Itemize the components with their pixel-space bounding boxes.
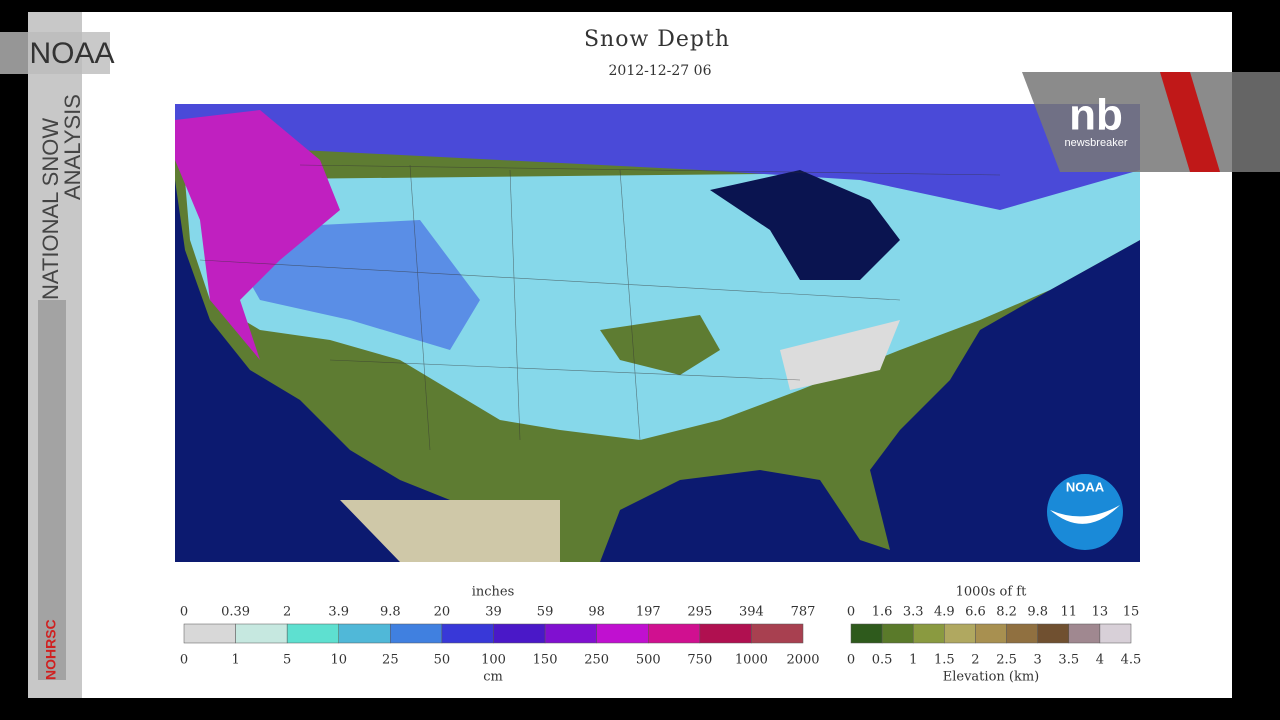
corner-label: NOAA [29, 37, 114, 70]
legend-label: 0.5 [872, 653, 893, 668]
legend-label: 197 [636, 605, 661, 620]
legend-label: 1.5 [934, 653, 955, 668]
brand-stripe [1160, 72, 1220, 172]
legend-label: 3.5 [1058, 653, 1079, 668]
legend-unit: Elevation (km) [943, 670, 1040, 685]
legend-label: 2 [971, 653, 979, 668]
legend-label: 6.6 [965, 605, 986, 620]
legend-swatch [183, 623, 236, 644]
legend-label: 0 [180, 653, 188, 668]
legend-label: 4 [1096, 653, 1104, 668]
legend-label: 787 [791, 605, 816, 620]
legend-swatch [596, 623, 649, 644]
legend-label: 0 [847, 653, 855, 668]
map-title: Snow Depth [584, 27, 730, 52]
legend-swatch [975, 623, 1007, 644]
bare-ground [600, 315, 720, 375]
legend-label: 5 [283, 653, 291, 668]
legend-unit: cm [483, 670, 503, 685]
thin-snow [780, 320, 900, 390]
legend-label: 4.9 [934, 605, 955, 620]
legend-label: 9.8 [1027, 605, 1048, 620]
legend-label: 1000 [735, 653, 768, 668]
legend-label: 4.5 [1121, 653, 1142, 668]
legend-swatch [338, 623, 391, 644]
legend-swatch [944, 623, 976, 644]
logo-disc [1047, 474, 1123, 550]
legend-label: 9.8 [380, 605, 401, 620]
logo-bird [1050, 505, 1120, 524]
logo-text: NOAA [1066, 479, 1105, 494]
legend-label: 10 [330, 653, 347, 668]
legend-label: 0 [180, 605, 188, 620]
legend-label: 250 [584, 653, 609, 668]
legend-label: 1 [909, 653, 917, 668]
legend-label: 98 [588, 605, 605, 620]
legend-swatch [493, 623, 546, 644]
side-title: ANALYSIS [60, 94, 85, 200]
side-footer: NOHRSC [43, 619, 59, 680]
legend-unit: inches [472, 585, 515, 600]
legend-swatch [751, 623, 804, 644]
legend-label: 3.9 [328, 605, 349, 620]
map: NOAA [175, 104, 1140, 562]
legend-label: 3.3 [903, 605, 924, 620]
legend-label: 500 [636, 653, 661, 668]
legend-label: 750 [687, 653, 712, 668]
legend-label: 15 [1123, 605, 1140, 620]
legend-swatch [850, 623, 883, 644]
legend-swatch [912, 623, 945, 644]
legend-swatch [1037, 623, 1070, 644]
legend-label: 8.2 [996, 605, 1017, 620]
legend-swatch [544, 623, 597, 644]
legend-swatch [1006, 623, 1038, 644]
legend-label: 2 [283, 605, 291, 620]
legend-swatch [699, 623, 752, 644]
legend-label: 39 [485, 605, 502, 620]
legend-label: 20 [434, 605, 451, 620]
legend-label: 100 [481, 653, 506, 668]
legend-swatch [1068, 623, 1101, 644]
brand: nb [1069, 91, 1123, 140]
legend-label: 0.39 [221, 605, 250, 620]
brand-name: newsbreaker [1065, 137, 1128, 149]
legend-label: 50 [434, 653, 451, 668]
side-title: NATIONAL SNOW [38, 118, 63, 300]
legend-label: 25 [382, 653, 399, 668]
legend-label: 59 [537, 605, 554, 620]
legend-label: 1.6 [872, 605, 893, 620]
legend-label: 13 [1092, 605, 1109, 620]
legend-label: 394 [739, 605, 764, 620]
legend-swatch [390, 623, 443, 644]
legend-label: 0 [847, 605, 855, 620]
corner-box [0, 32, 110, 74]
legend-label: 3 [1034, 653, 1042, 668]
legend-swatch [1099, 623, 1132, 644]
legend-swatch [235, 623, 288, 644]
legend-label: 11 [1061, 605, 1078, 620]
legend-swatch [441, 623, 494, 644]
brand-box [1022, 72, 1280, 172]
legend-label: 2000 [786, 653, 819, 668]
legend-swatch [286, 623, 339, 644]
side-pole [38, 300, 66, 680]
canada-snow [175, 104, 1140, 210]
legend-label: 150 [533, 653, 558, 668]
legend-unit: 1000s of ft [956, 585, 1027, 600]
legend-label: 2.5 [996, 653, 1017, 668]
desert [340, 500, 560, 562]
very-deep-snow [175, 110, 340, 360]
borders [199, 164, 1001, 451]
legend-swatch [881, 623, 914, 644]
great-lakes [710, 170, 900, 280]
legend-label: 1 [231, 653, 239, 668]
legend-label: 295 [687, 605, 712, 620]
legend-swatch [648, 623, 701, 644]
map-timestamp: 2012-12-27 06 [609, 63, 712, 79]
